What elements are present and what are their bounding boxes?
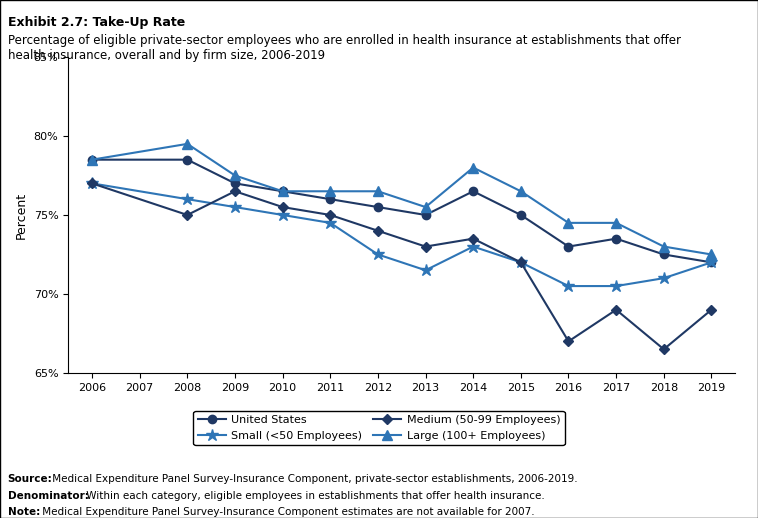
Large (100+ Employees) [468, 165, 478, 171]
Large (100+ Employees) [183, 141, 192, 147]
Small (<50 Employees) [564, 283, 573, 289]
United States [374, 204, 383, 210]
Small (<50 Employees) [707, 259, 716, 265]
Small (<50 Employees) [421, 267, 430, 274]
Large (100+ Employees) [87, 156, 96, 163]
Small (<50 Employees) [87, 180, 96, 186]
Large (100+ Employees) [278, 188, 287, 194]
United States [612, 236, 621, 242]
Legend: United States, Small (<50 Employees), Medium (50-99 Employees), Large (100+ Empl: United States, Small (<50 Employees), Me… [193, 411, 565, 445]
Line: Small (<50 Employees): Small (<50 Employees) [86, 177, 718, 292]
Medium (50-99 Employees) [374, 228, 383, 234]
Small (<50 Employees) [659, 275, 669, 281]
Medium (50-99 Employees) [421, 243, 430, 250]
Large (100+ Employees) [564, 220, 573, 226]
Large (100+ Employees) [707, 251, 716, 257]
Y-axis label: Percent: Percent [15, 192, 28, 238]
Small (<50 Employees) [374, 251, 383, 257]
Large (100+ Employees) [374, 188, 383, 194]
Medium (50-99 Employees) [87, 180, 96, 186]
Large (100+ Employees) [230, 172, 240, 179]
Text: Source:: Source: [8, 474, 52, 484]
Small (<50 Employees) [278, 212, 287, 218]
Medium (50-99 Employees) [326, 212, 335, 218]
Small (<50 Employees) [468, 243, 478, 250]
United States [659, 251, 669, 257]
Text: Medical Expenditure Panel Survey-Insurance Component, private-sector establishme: Medical Expenditure Panel Survey-Insuran… [49, 474, 578, 484]
United States [183, 156, 192, 163]
Small (<50 Employees) [183, 196, 192, 203]
United States [468, 188, 478, 194]
Medium (50-99 Employees) [468, 236, 478, 242]
United States [707, 259, 716, 265]
Medium (50-99 Employees) [564, 338, 573, 344]
United States [87, 156, 96, 163]
Large (100+ Employees) [326, 188, 335, 194]
Small (<50 Employees) [326, 220, 335, 226]
Line: Medium (50-99 Employees): Medium (50-99 Employees) [89, 180, 715, 353]
Text: Percentage of eligible private-sector employees who are enrolled in health insur: Percentage of eligible private-sector em… [8, 34, 681, 62]
Medium (50-99 Employees) [278, 204, 287, 210]
United States [326, 196, 335, 203]
United States [421, 212, 430, 218]
Small (<50 Employees) [516, 259, 525, 265]
Medium (50-99 Employees) [707, 307, 716, 313]
United States [564, 243, 573, 250]
Small (<50 Employees) [230, 204, 240, 210]
Text: Within each category, eligible employees in establishments that offer health ins: Within each category, eligible employees… [83, 491, 545, 500]
Large (100+ Employees) [612, 220, 621, 226]
Large (100+ Employees) [421, 204, 430, 210]
Text: Medical Expenditure Panel Survey-Insurance Component estimates are not available: Medical Expenditure Panel Survey-Insuran… [39, 507, 535, 517]
United States [516, 212, 525, 218]
Small (<50 Employees) [612, 283, 621, 289]
United States [278, 188, 287, 194]
Medium (50-99 Employees) [612, 307, 621, 313]
Text: Exhibit 2.7: Take-Up Rate: Exhibit 2.7: Take-Up Rate [8, 16, 185, 28]
Line: Large (100+ Employees): Large (100+ Employees) [87, 139, 716, 260]
United States [230, 180, 240, 186]
Medium (50-99 Employees) [516, 259, 525, 265]
Medium (50-99 Employees) [230, 188, 240, 194]
Large (100+ Employees) [516, 188, 525, 194]
Large (100+ Employees) [659, 243, 669, 250]
Text: Denominator:: Denominator: [8, 491, 89, 500]
Medium (50-99 Employees) [183, 212, 192, 218]
Text: Note:: Note: [8, 507, 40, 517]
Medium (50-99 Employees) [659, 346, 669, 352]
Line: United States: United States [88, 155, 716, 267]
